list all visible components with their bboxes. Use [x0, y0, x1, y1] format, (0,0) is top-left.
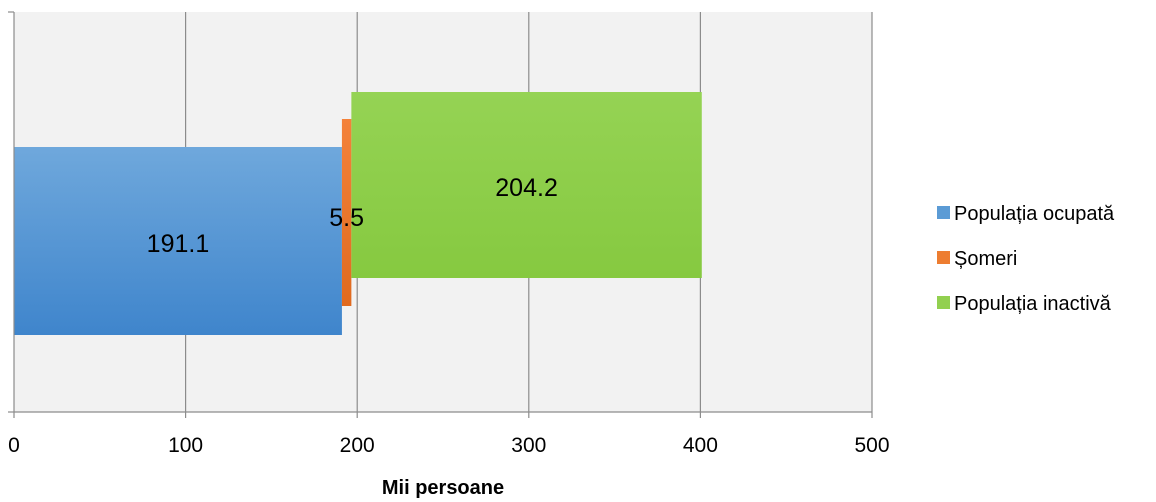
- data-labels: 191.1 5.5 204.2: [147, 174, 558, 258]
- legend-swatch-2: [937, 251, 950, 264]
- x-tick-label-100: 100: [168, 434, 203, 457]
- bar-1: [14, 147, 342, 335]
- x-tick-label-400: 400: [683, 434, 718, 457]
- x-tick-label-500: 500: [854, 434, 889, 457]
- bar-2: [341, 119, 352, 306]
- bars: [14, 92, 702, 335]
- legend-swatch-1: [937, 206, 950, 219]
- data-label-1: 191.1: [147, 230, 210, 258]
- legend-label-3: Populația inactivă: [954, 293, 1112, 315]
- x-tick-label-300: 300: [511, 434, 546, 457]
- data-label-2: 5.5: [329, 204, 364, 232]
- bar-3: [351, 92, 702, 278]
- x-tick-label-200: 200: [340, 434, 375, 457]
- x-tick-label-0: 0: [8, 434, 20, 457]
- legend-label-2: Șomeri: [954, 248, 1017, 270]
- legend: Populația ocupată Șomeri Populația inactiv…: [937, 203, 1115, 315]
- legend-label-1: Populația ocupată: [954, 203, 1115, 225]
- x-axis-title: Mii persoane: [382, 477, 504, 499]
- legend-swatch-3: [937, 296, 950, 309]
- x-axis-ticks: 0 100 200 300 400 500: [8, 412, 890, 457]
- data-label-3: 204.2: [495, 174, 558, 202]
